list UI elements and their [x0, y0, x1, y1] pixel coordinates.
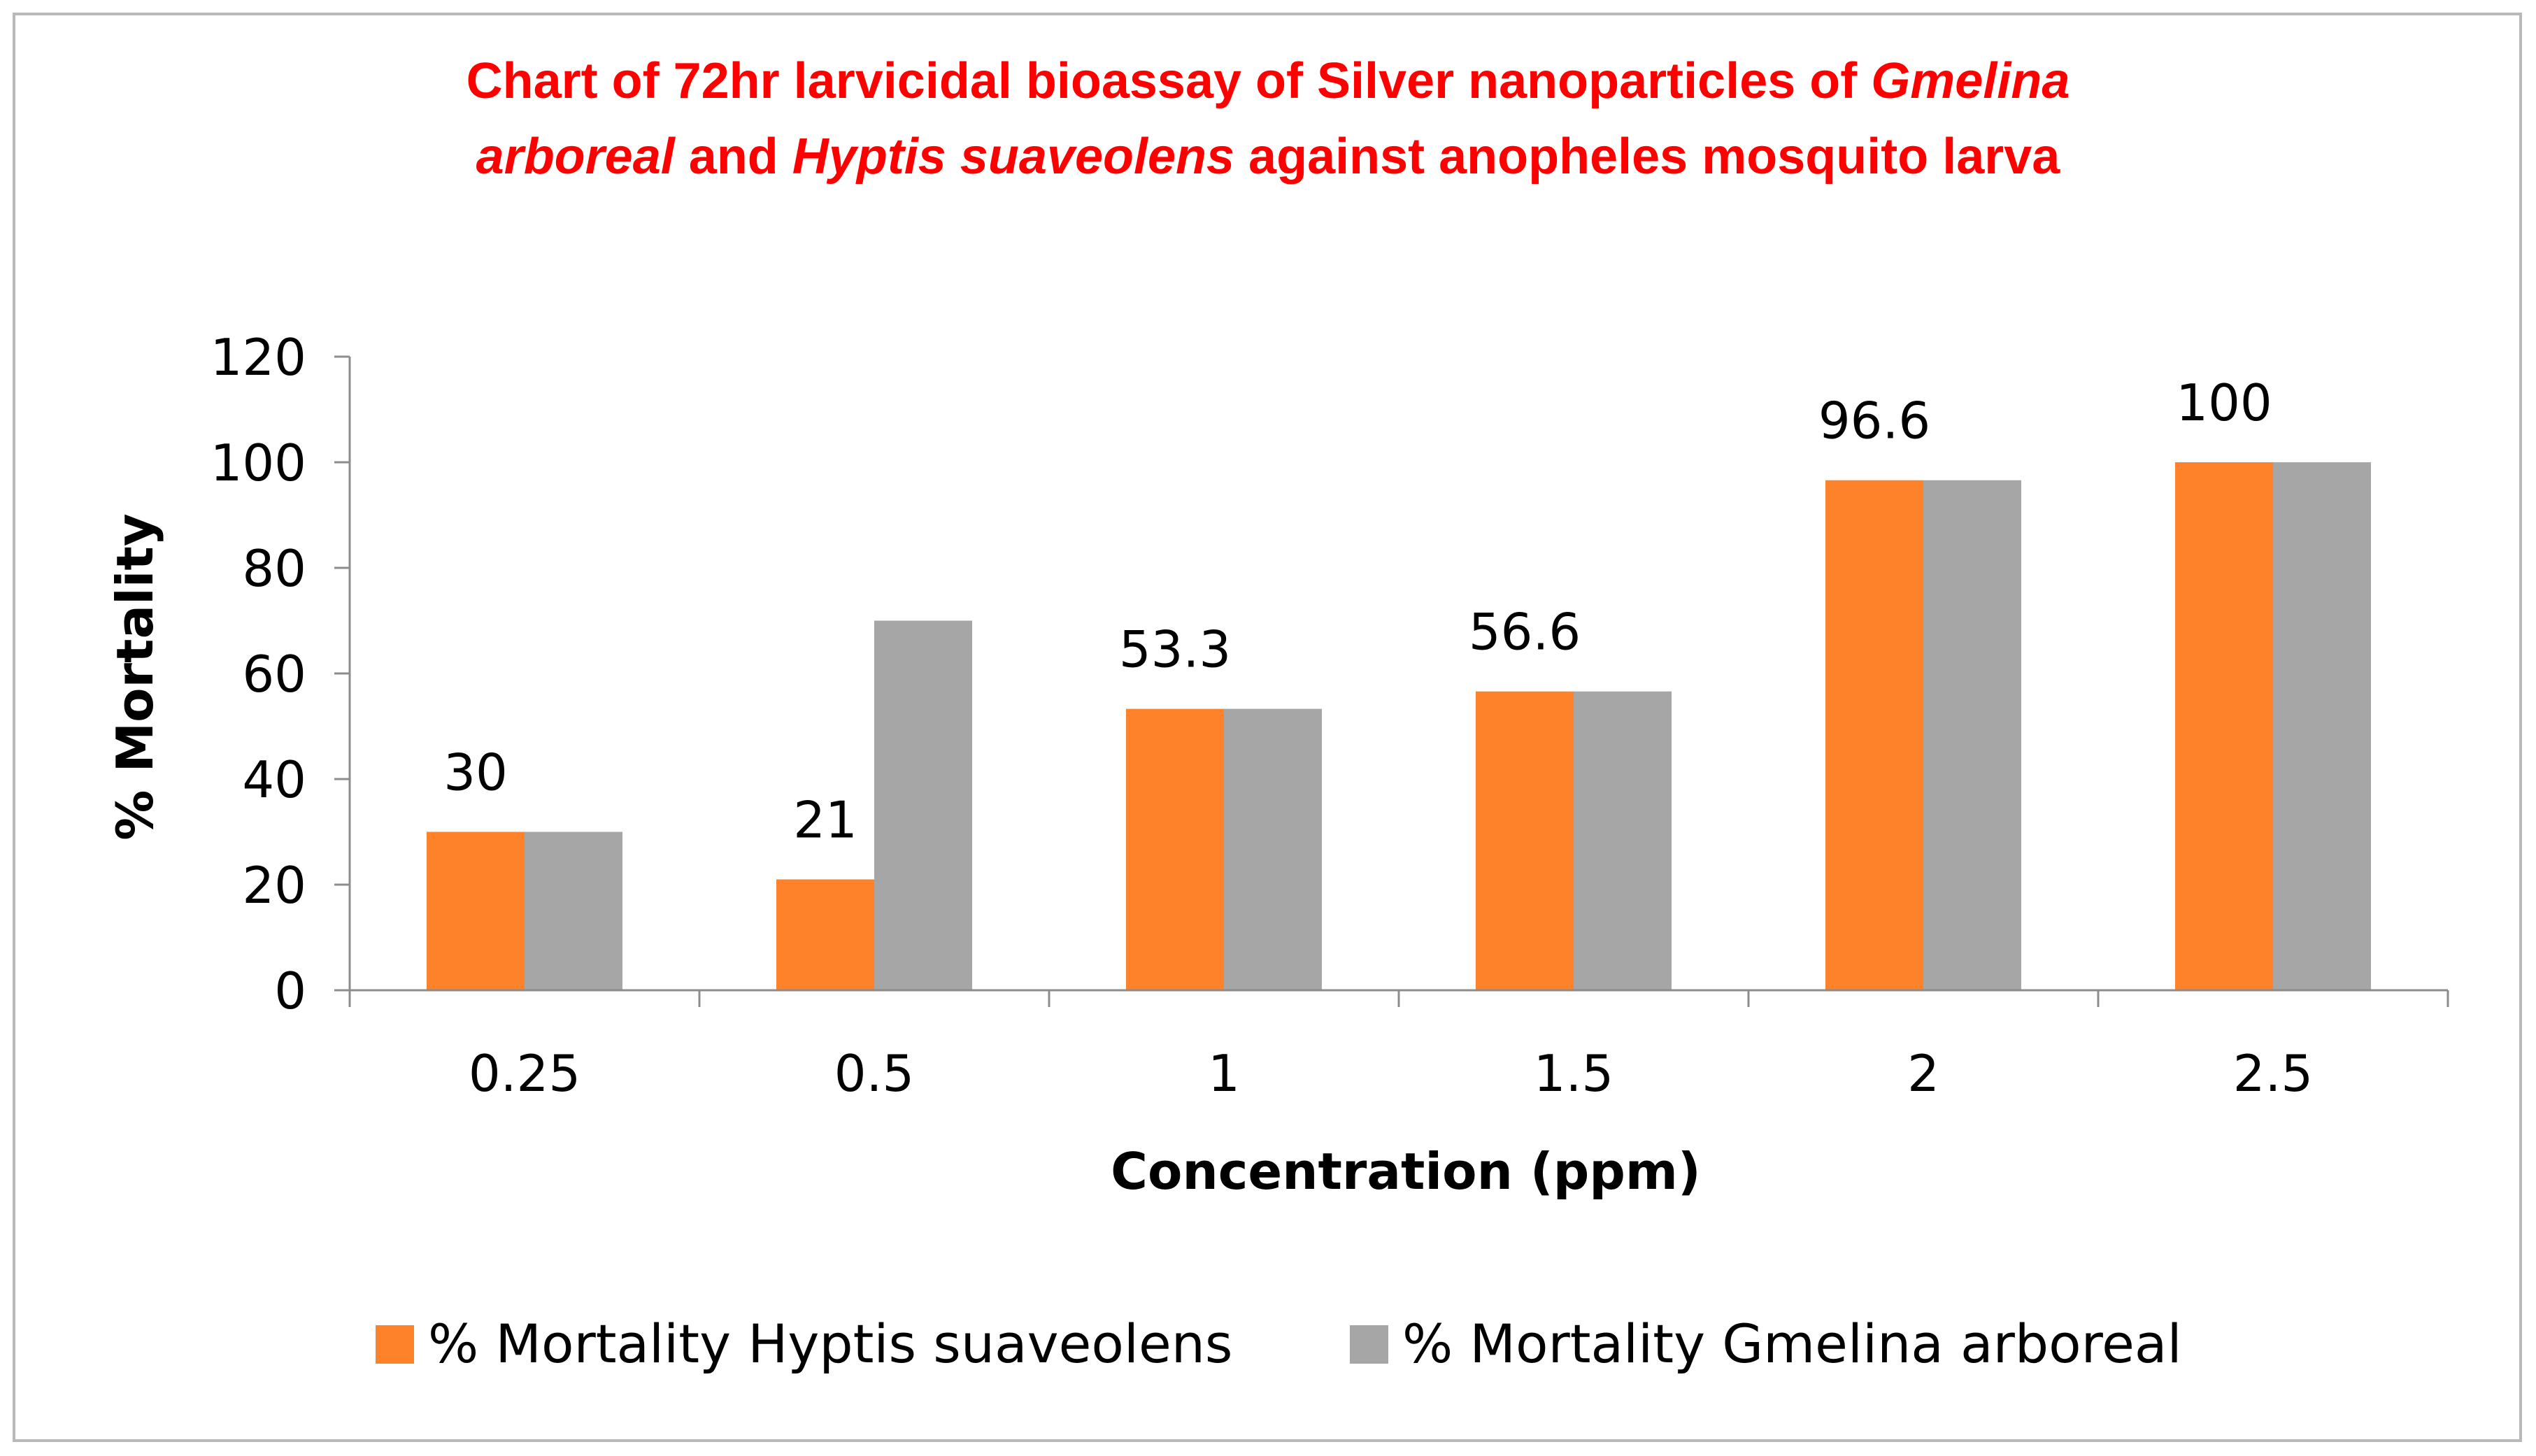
y-tick-label: 60	[242, 645, 306, 704]
data-label: 56.6	[1469, 603, 1581, 662]
data-label: 100	[2176, 373, 2272, 432]
x-tick-label: 0.5	[834, 1044, 915, 1103]
legend-label-gmelina: % Mortality Gmelina arboreal	[1402, 1313, 2182, 1375]
y-tick-label: 20	[242, 856, 306, 915]
x-tick-label: 2	[1907, 1044, 1939, 1103]
title-part-2: and	[674, 129, 792, 185]
bar-gmelina-1_5	[1574, 691, 1672, 990]
y-axis-title: % Mortality	[106, 513, 164, 841]
y-tick-label: 40	[242, 750, 306, 809]
title-species-1-line-1: Gmelina	[1871, 53, 2070, 109]
x-tick-label: 0.25	[469, 1044, 580, 1103]
data-label: 96.6	[1818, 392, 1930, 450]
legend-label-hyptis: % Mortality Hyptis suaveolens	[428, 1313, 1232, 1375]
legend-swatch-hyptis	[376, 1325, 414, 1364]
chart-title: Chart of 72hr larvicidal bioassay of Sil…	[0, 43, 2536, 194]
legend-swatch-gmelina	[1350, 1325, 1388, 1364]
x-tick-label: 1	[1208, 1044, 1240, 1103]
legend: % Mortality Hyptis suaveolens % Mortalit…	[376, 1313, 2182, 1375]
bar-hyptis-1_5	[1476, 691, 1574, 990]
x-tick-label: 1.5	[1534, 1044, 1614, 1103]
bar-gmelina-2_5	[2273, 462, 2371, 990]
x-axis-title: Concentration (ppm)	[1111, 1142, 1701, 1201]
y-tick-label: 0	[274, 962, 306, 1020]
bar-hyptis-2_5	[2175, 462, 2273, 990]
data-label: 53.3	[1119, 620, 1231, 679]
title-part-3: against anopheles mosquito larva	[1234, 129, 2060, 185]
y-tick-label: 80	[242, 539, 306, 598]
bar-hyptis-0_5	[776, 879, 874, 990]
data-label: 30	[443, 743, 508, 802]
y-tick-label: 100	[211, 434, 306, 492]
title-part-1: Chart of 72hr larvicidal bioassay of Sil…	[466, 53, 1872, 109]
data-label: 21	[793, 791, 857, 850]
plot-area: 0 20 40 60 80 100 120 0.25 0.5 1 1.5 2 2.5 30 21 53.3 56…	[211, 328, 2449, 1103]
title-species-2: Hyptis suaveolens	[792, 129, 1235, 185]
bar-hyptis-0_25	[427, 832, 525, 990]
y-tick-label: 120	[211, 328, 306, 387]
title-species-1-line-2: arboreal	[476, 129, 675, 185]
bar-gmelina-1	[1224, 708, 1322, 990]
bar-gmelina-0_5	[874, 620, 972, 990]
bar-gmelina-0_25	[525, 832, 622, 990]
x-tick-label: 2.5	[2233, 1044, 2314, 1103]
bar-hyptis-1	[1126, 708, 1224, 990]
bar-hyptis-2	[1825, 480, 1923, 990]
bar-gmelina-2	[1923, 480, 2021, 990]
